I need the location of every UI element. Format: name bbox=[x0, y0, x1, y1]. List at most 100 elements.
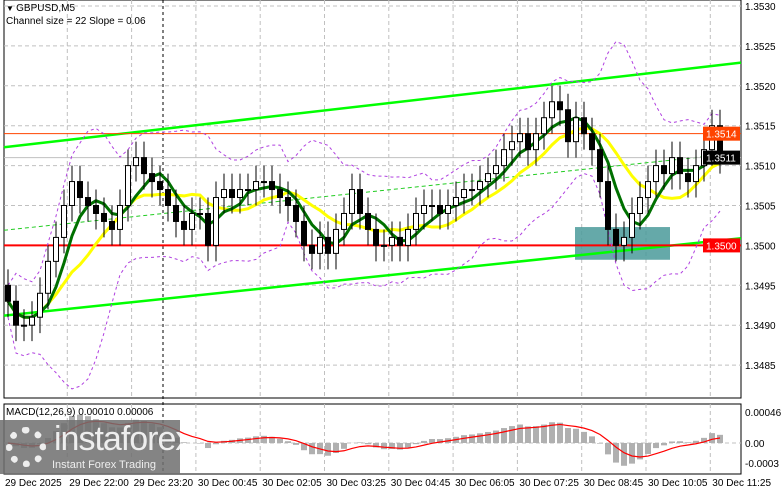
current-price-label: 1.3511 bbox=[706, 154, 736, 165]
y-tick-label: 1.3505 bbox=[745, 202, 776, 213]
candle-body bbox=[669, 157, 675, 175]
candle-body bbox=[413, 212, 419, 230]
candle-body bbox=[365, 212, 371, 230]
candle-body bbox=[517, 133, 523, 143]
candle bbox=[453, 181, 459, 222]
macd-histogram-bar bbox=[677, 441, 683, 443]
candle-body bbox=[213, 197, 219, 246]
macd-histogram-bar bbox=[613, 443, 619, 463]
candle-body bbox=[229, 189, 235, 199]
candle-body bbox=[357, 189, 363, 214]
macd-histogram-bar bbox=[245, 437, 251, 443]
candle-body bbox=[189, 212, 195, 230]
envelope-lower bbox=[7, 172, 721, 390]
candle-body bbox=[581, 117, 587, 135]
candle-body bbox=[333, 228, 339, 254]
macd-histogram-bar bbox=[605, 443, 611, 455]
candle-body bbox=[405, 228, 411, 246]
macd-histogram-bar bbox=[213, 443, 219, 445]
candle-body bbox=[5, 284, 11, 302]
candle-body bbox=[325, 236, 331, 254]
x-tick-label: 30 Dec 04:45 bbox=[391, 478, 451, 489]
candle bbox=[45, 245, 51, 310]
candle-body bbox=[533, 133, 539, 151]
macd-histogram-bar bbox=[533, 426, 539, 443]
candle bbox=[269, 165, 275, 206]
candle bbox=[317, 221, 323, 270]
macd-histogram-bar bbox=[469, 434, 475, 443]
candle bbox=[501, 133, 507, 182]
candle-body bbox=[237, 189, 243, 199]
candle bbox=[21, 309, 27, 342]
macd-histogram-bar bbox=[285, 441, 291, 443]
candle bbox=[29, 301, 35, 342]
support-price-label: 1.3500 bbox=[706, 241, 737, 252]
candle-body bbox=[21, 324, 27, 327]
candle-body bbox=[421, 205, 427, 214]
candle bbox=[229, 173, 235, 214]
x-tick-label: 30 Dec 08:45 bbox=[584, 478, 644, 489]
macd-histogram-bar bbox=[269, 436, 275, 443]
macd-histogram-bar bbox=[261, 435, 267, 443]
candle bbox=[301, 205, 307, 262]
macd-histogram-bar bbox=[405, 443, 411, 448]
candle bbox=[421, 189, 427, 230]
candle-body bbox=[277, 189, 283, 199]
candle-body bbox=[629, 212, 635, 238]
candle bbox=[485, 157, 491, 198]
candle bbox=[253, 165, 259, 206]
candle bbox=[597, 133, 603, 198]
candle-body bbox=[293, 205, 299, 222]
candle bbox=[53, 221, 59, 278]
macd-histogram-bar bbox=[181, 442, 187, 443]
candle-body bbox=[381, 244, 387, 247]
candle bbox=[221, 173, 227, 214]
symbol-label[interactable]: GBPUSD,M5 bbox=[6, 2, 146, 15]
candle bbox=[69, 165, 75, 222]
candle bbox=[669, 141, 675, 190]
macd-histogram-bar bbox=[309, 443, 315, 455]
macd-histogram-bar bbox=[693, 440, 699, 443]
candle-body bbox=[149, 173, 155, 183]
x-tick-label: 30 Dec 03:25 bbox=[327, 478, 387, 489]
candle-body bbox=[653, 165, 659, 183]
x-tick-label: 30 Dec 02:05 bbox=[262, 478, 322, 489]
candle bbox=[325, 221, 331, 270]
candle-body bbox=[301, 220, 307, 246]
candle bbox=[533, 117, 539, 166]
y-tick-label: 1.3495 bbox=[745, 281, 776, 292]
candle bbox=[341, 197, 347, 246]
candle bbox=[429, 189, 435, 222]
candle bbox=[693, 149, 699, 198]
candle bbox=[117, 189, 123, 246]
candle-body bbox=[269, 181, 275, 191]
candle-body bbox=[549, 101, 555, 119]
candle bbox=[445, 189, 451, 230]
candle bbox=[293, 189, 299, 238]
y-tick-label: 1.3500 bbox=[745, 241, 776, 252]
x-tick-label: 29 Dec 23:20 bbox=[134, 478, 194, 489]
candle-body bbox=[45, 260, 51, 294]
macd-histogram-bar bbox=[373, 443, 379, 448]
candle bbox=[397, 221, 403, 262]
candle bbox=[621, 221, 627, 262]
candle-body bbox=[541, 117, 547, 135]
macd-histogram-bar bbox=[205, 443, 211, 449]
candle-body bbox=[589, 133, 595, 151]
candle bbox=[61, 189, 67, 254]
candle bbox=[213, 181, 219, 262]
x-tick-label: 30 Dec 06:05 bbox=[455, 478, 515, 489]
macd-histogram-bar bbox=[509, 426, 515, 443]
candle bbox=[493, 149, 499, 190]
candle bbox=[133, 141, 139, 182]
macd-histogram-bar bbox=[581, 431, 587, 443]
y-tick-label: 1.3490 bbox=[745, 321, 776, 332]
candle bbox=[589, 117, 595, 166]
macd-histogram-bar bbox=[413, 443, 419, 445]
macd-histogram-bar bbox=[653, 443, 659, 449]
macd-histogram-bar bbox=[389, 443, 395, 449]
macd-histogram-bar bbox=[629, 443, 635, 464]
candle-body bbox=[605, 181, 611, 230]
candle bbox=[37, 277, 43, 334]
